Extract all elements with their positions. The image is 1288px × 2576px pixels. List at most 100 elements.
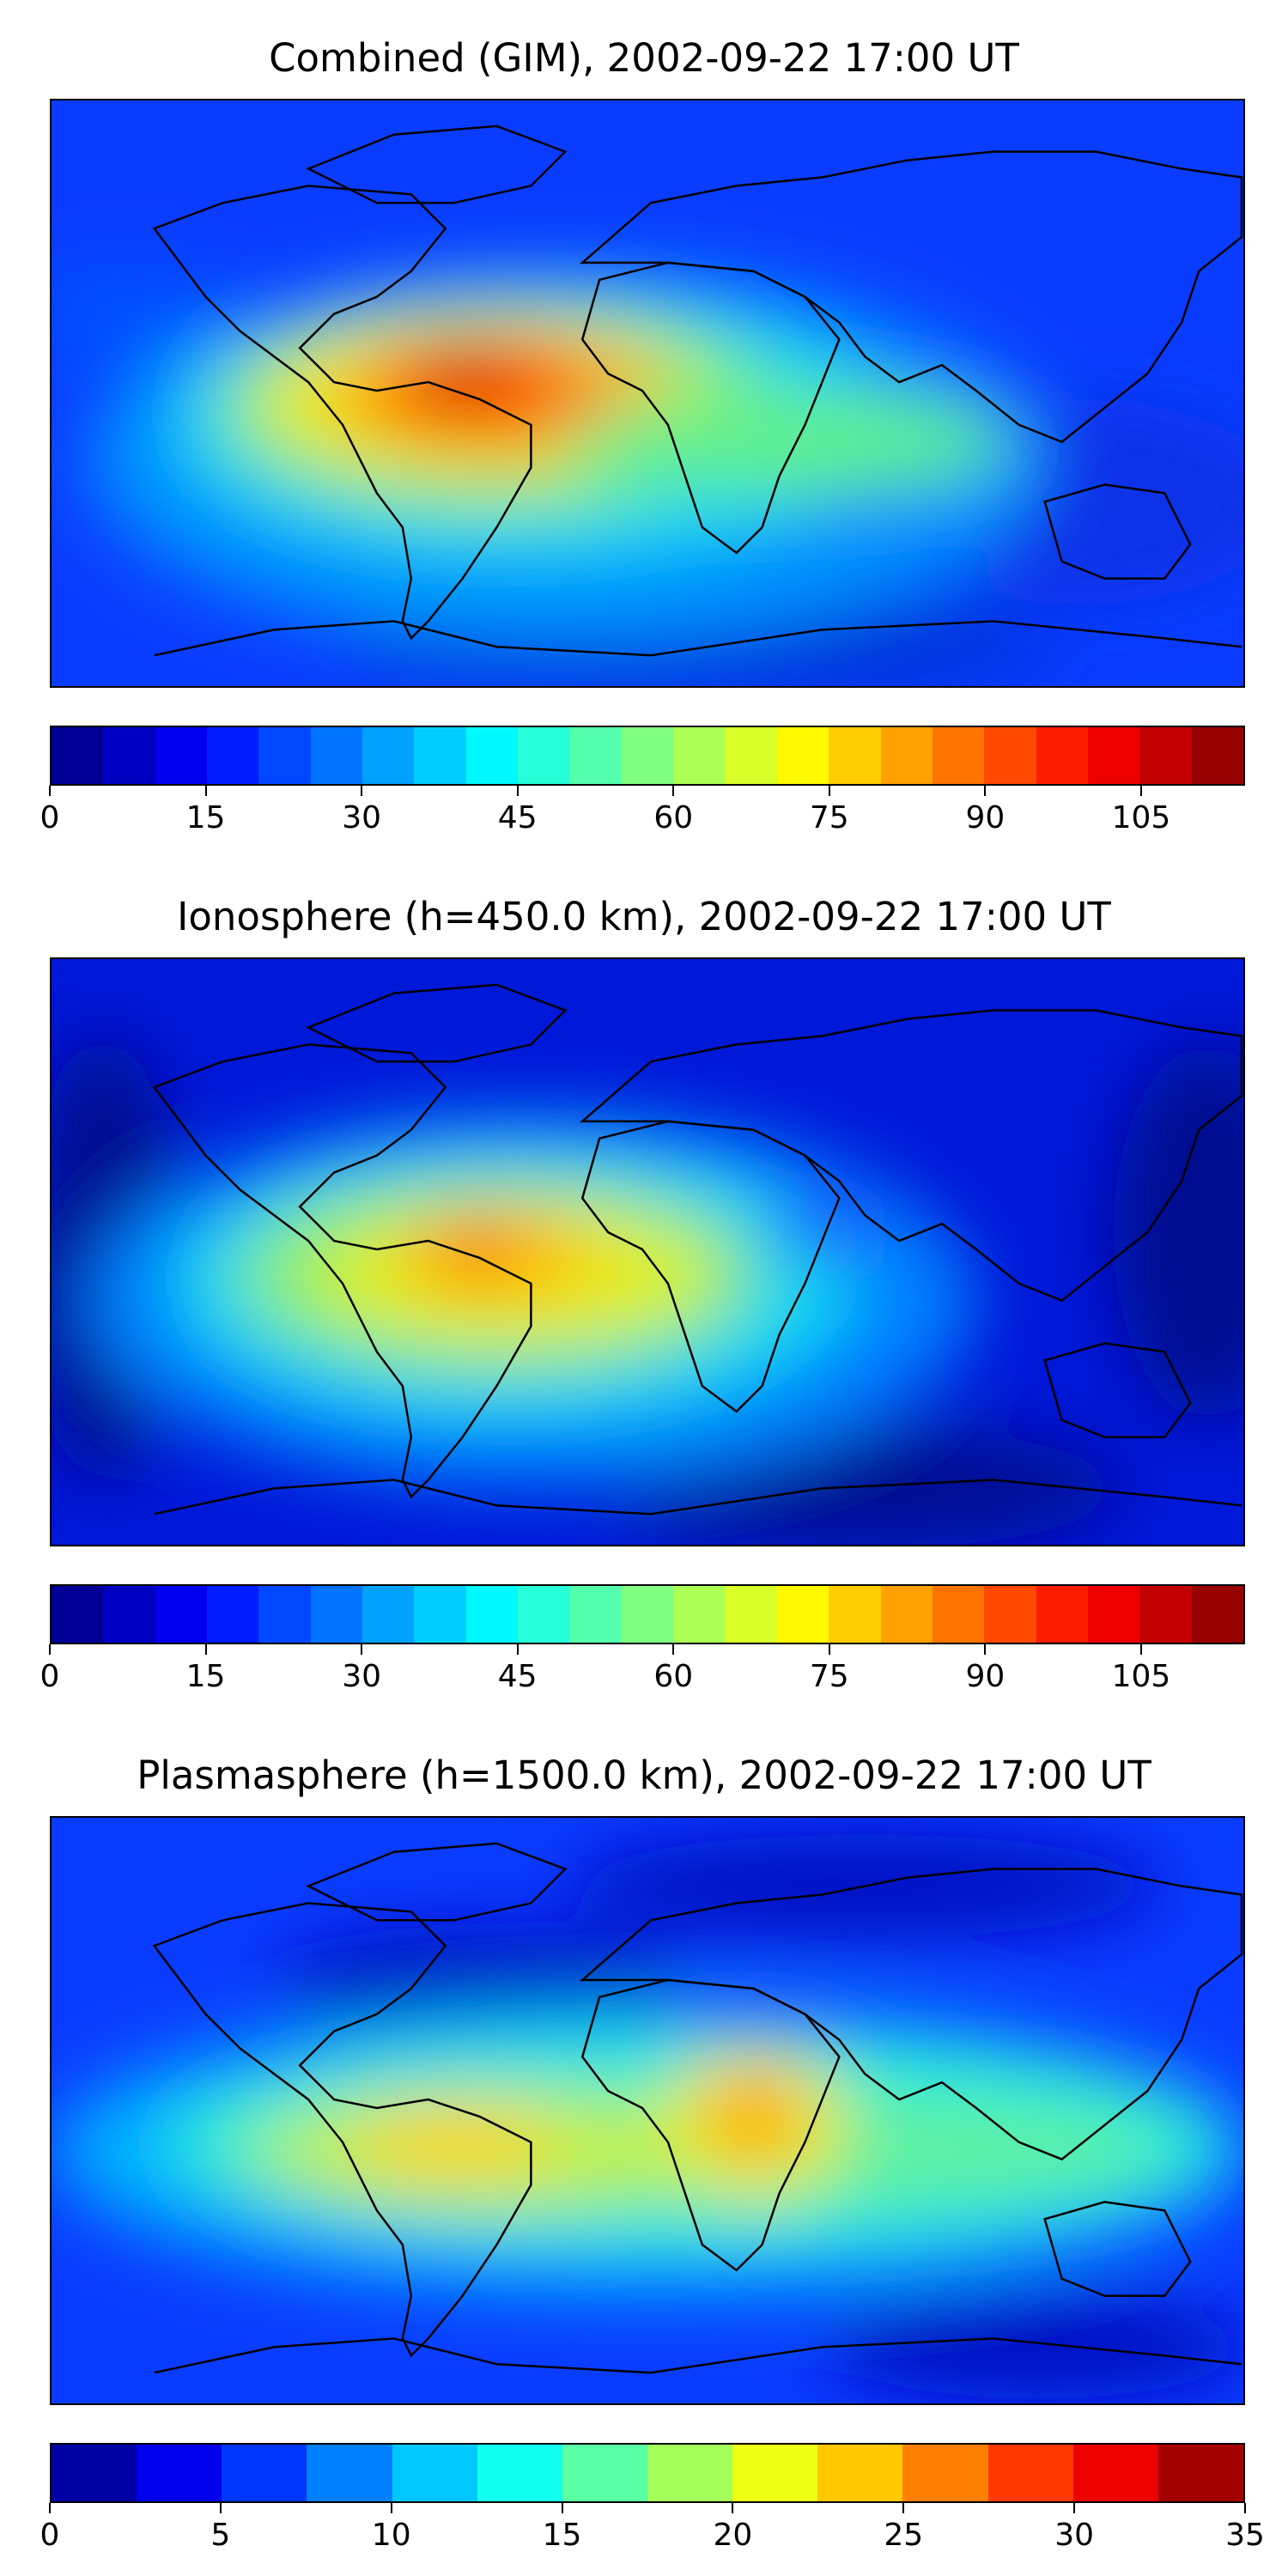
colorbar-level (207, 727, 259, 784)
colorbar-tick-label: 5 (210, 2518, 231, 2553)
colorbar-level (518, 727, 570, 784)
colorbar-tick (828, 786, 830, 796)
panel-2-colorbar-ticks: 0 15 30 45 60 75 90 105 (40, 1644, 1245, 1696)
colorbar-tick-label: 0 (39, 2518, 60, 2553)
panel-2-title: Ionosphere (h=450.0 km), 2002-09-22 17:0… (177, 894, 1111, 939)
colorbar-level (103, 727, 155, 784)
colorbar-tick (1139, 786, 1142, 796)
colorbar-tick (1244, 2503, 1246, 2513)
colorbar-tick (984, 1644, 987, 1655)
colorbar-level (880, 1586, 933, 1643)
colorbar-tick-label: 60 (653, 1659, 694, 1694)
colorbar-tick-label: 0 (39, 800, 60, 835)
colorbar-tick-label: 30 (1054, 2518, 1095, 2553)
colorbar-tick-label: 45 (497, 800, 538, 835)
colorbar-tick (828, 1644, 830, 1655)
colorbar-level (103, 1586, 155, 1643)
colorbar-level (1036, 1586, 1088, 1643)
colorbar-tick (49, 1644, 51, 1655)
colorbar-tick-label: 20 (713, 2518, 753, 2553)
colorbar-level (984, 727, 1036, 784)
colorbar-level (1087, 727, 1140, 784)
colorbar-tick-label: 30 (342, 1659, 382, 1694)
colorbar-level (222, 2445, 307, 2501)
colorbar-level (465, 1586, 519, 1643)
panel-1-title: Combined (GIM), 2002-09-22 17:00 UT (269, 35, 1019, 81)
panel-3-contour-map (52, 1818, 1243, 2403)
colorbar-level (414, 1586, 466, 1643)
colorbar-level (880, 727, 933, 784)
panel-1-colorbar-ticks: 0 15 30 45 60 75 90 105 (40, 786, 1245, 837)
colorbar-level (621, 727, 674, 784)
colorbar-level (362, 1586, 415, 1643)
colorbar-tick-label: 0 (39, 1659, 60, 1694)
colorbar-level (518, 1586, 570, 1643)
colorbar-level (362, 727, 415, 784)
colorbar-tick-label: 105 (1111, 800, 1171, 835)
coastline-icon (152, 1842, 1243, 2374)
colorbar-tick-label: 15 (185, 800, 226, 835)
colorbar-level (725, 1586, 777, 1643)
colorbar-level (732, 2445, 818, 2501)
colorbar-level (562, 2445, 647, 2501)
colorbar-level (477, 2445, 562, 2501)
colorbar-tick (390, 2503, 392, 2513)
colorbar-tick (204, 786, 207, 796)
colorbar-level (817, 2445, 903, 2501)
panel-1-map (50, 99, 1245, 688)
colorbar-tick-label: 90 (965, 800, 1005, 835)
colorbar-tick (561, 2503, 563, 2513)
colorbar-level (392, 2445, 477, 2501)
colorbar-tick-label: 15 (542, 2518, 582, 2553)
coastline-icon (152, 125, 1243, 657)
colorbar-level (932, 1586, 985, 1643)
colorbar-tick-label: 60 (653, 800, 694, 835)
colorbar-tick-label: 105 (1111, 1659, 1171, 1694)
colorbar-tick (1139, 1644, 1142, 1655)
colorbar-level (310, 1586, 363, 1643)
panel-1-contour-map (52, 100, 1243, 686)
colorbar-tick (219, 2503, 222, 2513)
colorbar-tick-label: 45 (497, 1659, 538, 1694)
colorbar-level (1139, 1586, 1192, 1643)
colorbar-level (725, 727, 777, 784)
colorbar-tick (732, 2503, 734, 2513)
colorbar-tick-label: 30 (342, 800, 382, 835)
colorbar-level (569, 727, 622, 784)
colorbar-level (258, 727, 311, 784)
colorbar-level (829, 1586, 881, 1643)
colorbar-level (932, 727, 985, 784)
colorbar-level (647, 2445, 733, 2501)
colorbar-level (673, 1586, 726, 1643)
colorbar-tick-label: 15 (185, 1659, 226, 1694)
colorbar-level (137, 2445, 222, 2501)
colorbar-level (155, 1586, 208, 1643)
colorbar-tick-label: 10 (371, 2518, 411, 2553)
colorbar-level (1191, 1586, 1243, 1643)
colorbar-tick (672, 786, 675, 796)
colorbar-tick-label: 75 (809, 1659, 849, 1694)
colorbar-level (155, 727, 208, 784)
colorbar-tick (1073, 2503, 1076, 2513)
colorbar-level (307, 2445, 392, 2501)
colorbar-tick-label: 75 (809, 800, 849, 835)
colorbar-tick (361, 786, 363, 796)
coastline-icon (152, 983, 1243, 1516)
colorbar-tick-label: 90 (965, 1659, 1005, 1694)
panel-3-title: Plasmasphere (h=1500.0 km), 2002-09-22 1… (137, 1753, 1151, 1798)
colorbar-tick (49, 786, 51, 796)
colorbar-level (569, 1586, 622, 1643)
panel-1-colorbar (50, 726, 1245, 786)
panel-3-colorbar (50, 2443, 1245, 2503)
panel-3-colorbar-ticks: 0 5 10 15 20 25 30 35 (40, 2503, 1265, 2555)
colorbar-level (984, 1586, 1036, 1643)
colorbar-level (987, 2445, 1073, 2501)
colorbar-tick (516, 1644, 519, 1655)
colorbar-level (465, 727, 519, 784)
colorbar-level (1072, 2445, 1158, 2501)
colorbar-level (52, 1586, 104, 1643)
colorbar-level (829, 727, 881, 784)
panel-3-map (50, 1816, 1245, 2405)
colorbar-level (776, 1586, 829, 1643)
colorbar-level (207, 1586, 259, 1643)
